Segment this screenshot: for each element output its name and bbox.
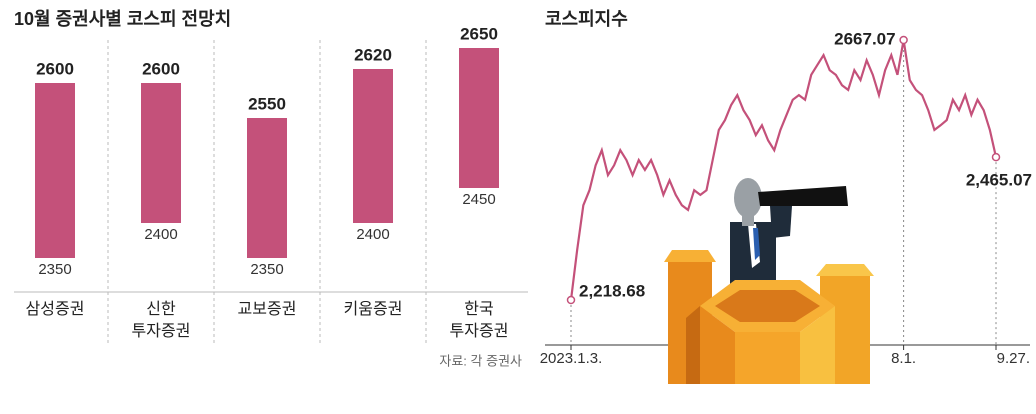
illustration	[664, 178, 874, 384]
value-label: 2450	[462, 191, 495, 208]
x-tick-label: 2023.1.3.	[540, 350, 603, 367]
value-label: 2550	[248, 94, 286, 113]
x-tick-label: 9.27.	[997, 350, 1030, 367]
point	[991, 152, 1001, 162]
point	[899, 35, 908, 45]
category-label: 키움증권	[343, 301, 403, 318]
value-label: 2620	[354, 45, 392, 64]
value-label: 2667.07	[834, 29, 895, 48]
bar	[459, 48, 499, 188]
bar	[247, 118, 287, 258]
value-label: 2600	[142, 59, 180, 78]
value-label: 2650	[460, 24, 498, 43]
category-label: 삼성증권	[25, 301, 85, 318]
chart-title: 코스피지수	[545, 9, 628, 29]
point	[566, 295, 576, 305]
value-label: 2350	[250, 261, 283, 278]
value-label: 2400	[144, 226, 177, 243]
value-label: 2,465.07	[966, 171, 1032, 190]
value-label: 2350	[38, 261, 71, 278]
bar	[141, 83, 181, 223]
line	[569, 39, 998, 301]
category-label: 교보증권	[237, 301, 297, 318]
bar	[353, 69, 393, 223]
value-label: 2400	[356, 226, 389, 243]
chart-title: 10월 증권사별 코스피 전망치	[14, 9, 231, 29]
value-label: 2600	[36, 59, 74, 78]
bar	[35, 83, 75, 258]
value-label: 2,218.68	[579, 281, 645, 300]
source-note: 자료: 각 증권사	[439, 353, 522, 368]
category-label: 신한 투자증권	[131, 301, 191, 340]
category-label: 한국 투자증권	[449, 301, 509, 340]
x-tick-label: 8.1.	[891, 350, 916, 367]
